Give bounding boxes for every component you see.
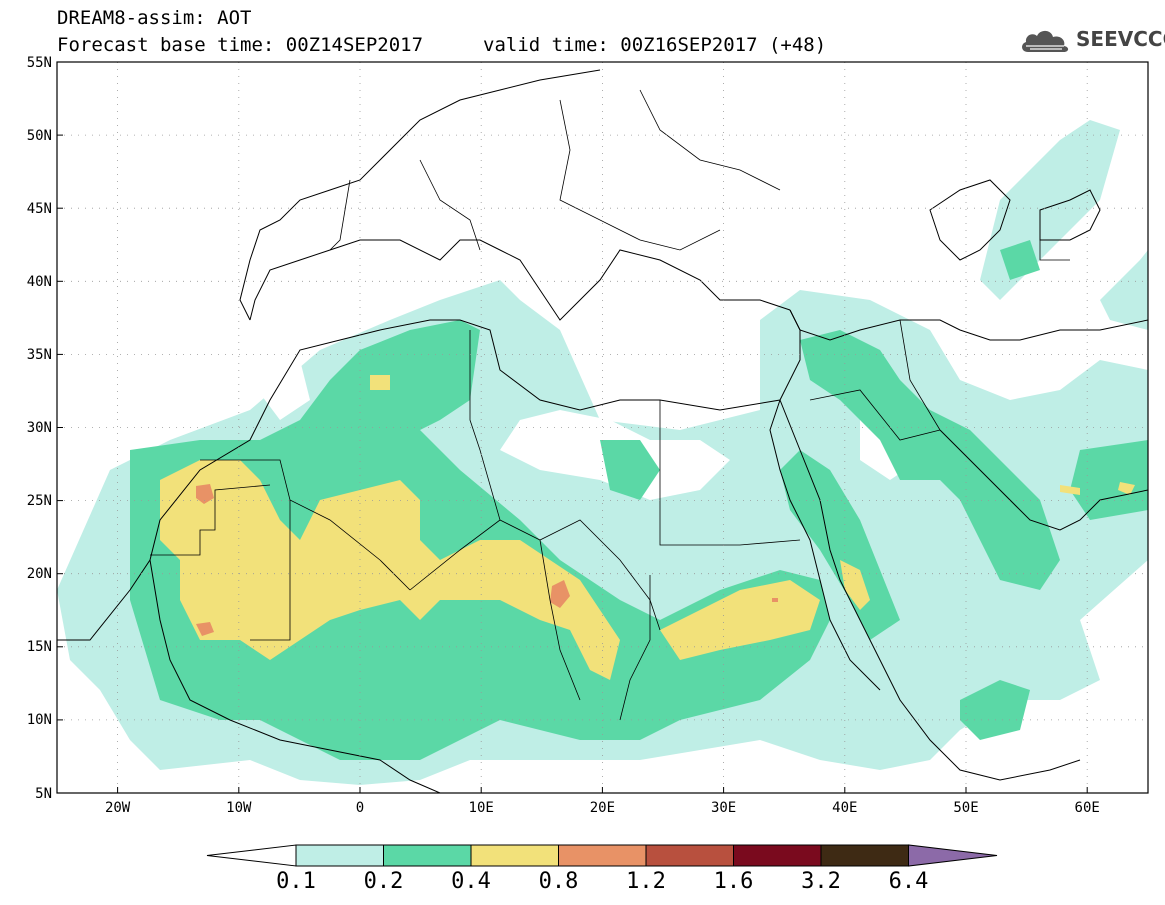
colorbar-label: 1.6 [713, 869, 754, 894]
colorbar-label: 6.4 [888, 869, 929, 894]
lon-label: 20E [590, 800, 615, 816]
lat-lon-grid [57, 62, 1148, 793]
lon-label: 40E [832, 800, 857, 816]
colorbar-segment [470, 844, 559, 867]
forecast-base-time: Forecast base time: 00Z14SEP2017 [57, 34, 424, 56]
lon-label: 20W [105, 800, 131, 816]
colorbar-segment [383, 844, 472, 867]
valid-time: valid time: 00Z16SEP2017 (+48) [483, 34, 827, 56]
lon-label: 60E [1075, 800, 1100, 816]
chart-title: DREAM8-assim: AOT [57, 7, 252, 29]
colorbar-label: 0.2 [363, 869, 404, 894]
colorbar-label: 0.8 [538, 869, 579, 894]
colorbar-segment [820, 844, 909, 867]
colorbar-label: 0.4 [451, 869, 491, 894]
lon-label: 10W [226, 800, 252, 816]
lat-label: 35N [27, 347, 52, 363]
colorbar-segment [733, 844, 822, 867]
aot-band-0.8 [196, 484, 778, 636]
lat-label: 45N [27, 201, 52, 217]
coastlines [57, 69, 1148, 793]
cloud-icon [1022, 30, 1069, 52]
colorbar-label: 0.1 [276, 869, 316, 894]
lat-label: 55N [27, 55, 52, 71]
lon-label: 10E [469, 800, 494, 816]
colorbar-segment [908, 844, 998, 867]
lon-label: 0 [356, 800, 364, 816]
lat-label: 30N [27, 420, 52, 436]
lat-label: 40N [27, 274, 52, 290]
colorbar-segment [558, 844, 647, 867]
colorbar-segment [206, 844, 297, 867]
lon-labels: 20W 10W 0 10E 20E 30E 40E 50E 60E [105, 800, 1100, 816]
logo-text: SEEVCCC [1076, 27, 1165, 51]
lat-label: 5N [35, 786, 52, 802]
colorbar-segment [295, 844, 384, 867]
colorbar-label: 1.2 [626, 869, 666, 894]
lon-label: 50E [953, 800, 978, 816]
colorbar-segment [645, 844, 734, 867]
country-borders [150, 89, 1070, 721]
lat-label: 25N [27, 493, 52, 509]
tick-marks [57, 61, 1088, 794]
lat-labels: 55N 50N 45N 40N 35N 30N 25N 20N 15N 10N … [27, 55, 52, 802]
logo: SEEVCCC [1018, 24, 1165, 58]
colorbar-label: 3.2 [801, 869, 841, 894]
lat-label: 50N [27, 128, 52, 144]
lat-label: 10N [27, 712, 52, 728]
lat-label: 15N [27, 639, 52, 655]
lat-label: 20N [27, 566, 52, 582]
lon-label: 30E [711, 800, 736, 816]
colorbar [206, 844, 998, 867]
